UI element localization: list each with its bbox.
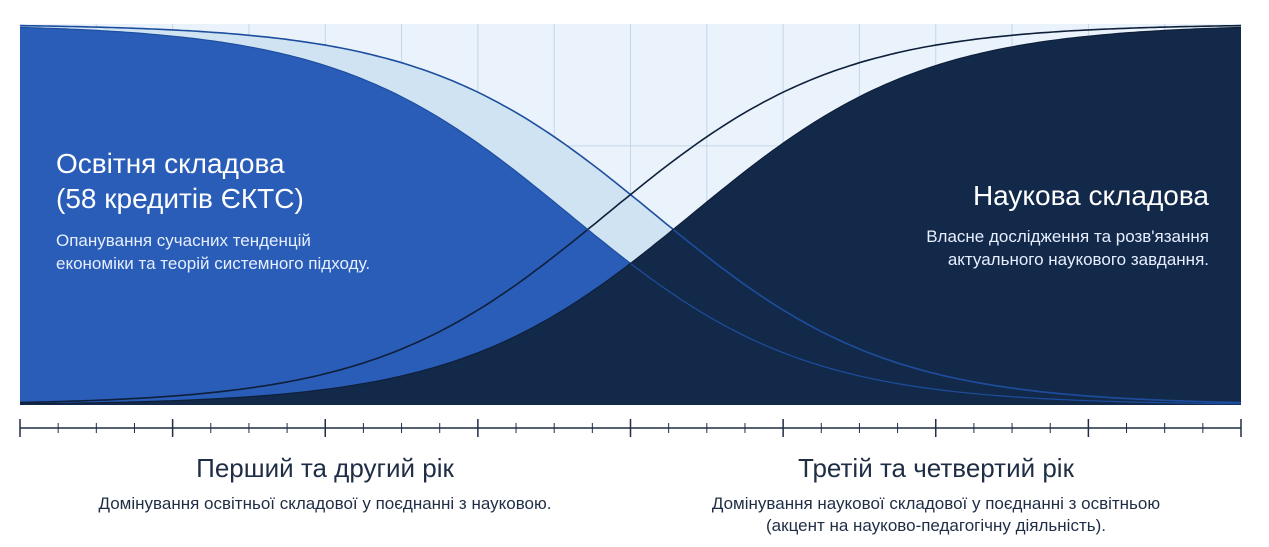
science-description-line2: актуального наукового завдання. [947,250,1209,269]
science-title: Наукова складова [972,180,1209,211]
science-description: Власне дослідження та розв'язання актуал… [789,225,1209,271]
period-2-description-line1: Домінування наукової складової у поєднан… [711,494,1161,513]
education-area [20,27,1241,406]
timeline-axis [19,419,1242,437]
education-title: Освітня складова (58 кредитів ЄКТС) [56,146,396,216]
education-description: Опанування сучасних тенденцій економіки … [56,231,371,273]
education-title-line2: (58 кредитів ЄКТС) [56,183,304,214]
period-1-title: Перший та другий рік [196,453,454,483]
period-2-title: Третій та четвертий рік [798,453,1074,483]
science-description-line1: Власне дослідження та розв'язання [926,227,1209,246]
period-2-description: Домінування наукової складової у поєднан… [630,493,1242,537]
education-title-line1: Освітня складова [56,148,285,179]
science-outer-curve [19,24,1242,404]
science-inner-curve [20,26,1242,405]
period-1-description: Домінування освітньої складової у поєдна… [98,494,552,513]
period-2-description-line2: (акцент на науково-педагогічну діяльніст… [766,516,1106,535]
science-area [20,27,1241,406]
